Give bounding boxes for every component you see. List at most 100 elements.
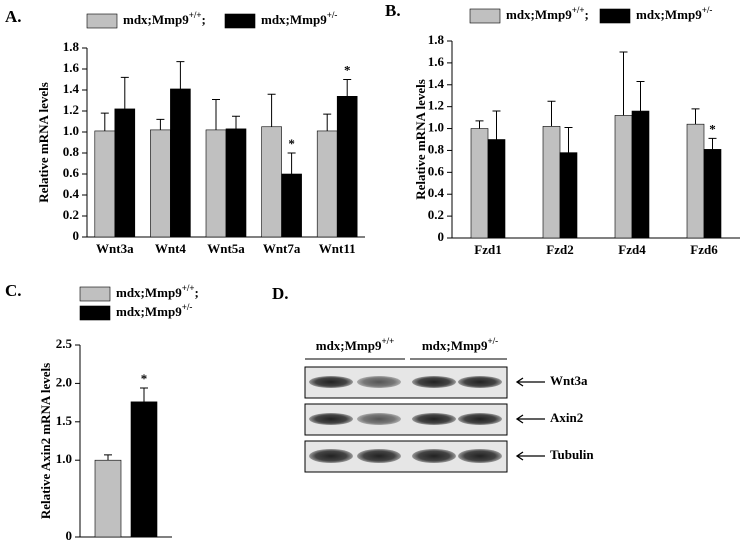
bar [281,173,302,238]
x-tick-label: Wnt4 [155,241,187,256]
arrow [515,377,545,387]
bar [225,128,247,238]
blot-band [458,376,502,388]
y-tick-label: 1.0 [428,120,444,135]
error-bar [232,115,240,129]
y-tick-label: 1.4 [63,81,80,96]
panel-label: C. [5,281,22,300]
y-tick-label: 1.5 [56,413,73,428]
x-tick-label: Fzd4 [618,242,646,257]
significance-mark: * [709,121,716,136]
legend-label: mdx;Mmp9+/+; [123,10,206,27]
y-tick-label: 0 [66,528,73,543]
y-tick-label: 0.2 [63,207,79,222]
legend-swatch [224,13,256,29]
y-tick-label: 2.5 [56,336,73,351]
x-tick-label: Wnt11 [319,241,356,256]
x-tick-label: Fzd1 [474,242,501,257]
error-bar [323,113,332,131]
y-tick-label: 1.2 [63,102,79,117]
bar [94,459,122,538]
error-bar [475,120,484,129]
y-tick-label: 1.4 [428,76,445,91]
bar [205,129,227,238]
legend-label: mdx;Mmp9+/- [261,10,337,27]
y-tick-label: 0 [73,228,80,243]
legend-label: mdx;Mmp9+/- [116,302,192,319]
bar [542,126,561,239]
legend-label: mdx;Mmp9+/+; [116,283,199,300]
bar [487,139,506,239]
y-tick-label: 1.6 [63,60,80,75]
blot-band [458,413,502,425]
y-tick-label: 0.8 [428,141,445,156]
y-tick-label: 0.2 [428,207,444,222]
arrow [515,451,545,461]
blot: D. mdx;Mmp9+/+ mdx;Mmp9+/- Wnt3a Axin2 Tub… [272,284,594,473]
bar [316,130,338,238]
error-bar [267,93,276,127]
significance-mark: * [344,62,351,77]
error-bar [708,137,717,150]
row-label: Axin2 [550,410,583,425]
group-label: mdx;Mmp9+/- [422,336,498,353]
y-axis-label: Relative mRNA levels [36,82,51,203]
error-bar [120,76,129,109]
x-tick-label: Fzd6 [690,242,718,257]
arrow [515,414,545,424]
panel-label: B. [385,1,401,20]
x-tick-label: Wnt7a [263,241,301,256]
y-tick-label: 0 [438,229,445,244]
error-bar [691,108,700,125]
error-bar [140,387,148,402]
x-tick-label: Fzd2 [546,242,573,257]
blot-band [357,413,401,425]
legend-swatch [469,8,501,24]
error-bar [547,100,556,127]
blot-band [309,449,353,463]
row-label: Tubulin [550,447,594,462]
error-bar [564,126,573,153]
significance-mark: * [288,136,295,151]
y-tick-label: 1.0 [63,123,79,138]
y-tick-label: 0.6 [428,163,445,178]
error-bar [619,51,628,116]
error-bar [104,454,112,461]
bar [150,129,171,238]
blot-band [412,449,456,463]
bar [686,123,705,239]
panel-label: A. [5,7,22,26]
error-bar [176,61,185,89]
error-bar [287,152,296,174]
y-tick-label: 1.8 [428,32,445,47]
group-label: mdx;Mmp9+/+ [316,336,394,353]
blot-band [357,376,401,388]
bar [114,108,136,238]
error-bar [212,98,220,130]
bar [631,110,650,239]
bar [261,126,282,238]
y-axis-label: Relative Axin2 mRNA levels [38,363,53,519]
y-tick-label: 1.6 [428,54,445,69]
y-tick-label: 2.0 [56,374,72,389]
blot-band [412,413,456,425]
y-tick-label: 1.8 [63,39,80,54]
blot-band [458,449,502,463]
y-tick-label: 0.6 [63,165,80,180]
bar [559,152,578,239]
legend-swatch [86,13,118,29]
bar [130,401,158,538]
y-tick-label: 1.2 [428,98,444,113]
legend-swatch [79,286,111,302]
blot-band [412,376,456,388]
x-tick-label: Wnt5a [207,241,245,256]
legend-swatch [79,305,111,321]
error-bar [492,110,501,140]
bar [336,96,358,238]
panel-label: D. [272,284,289,303]
y-tick-label: 0.4 [428,185,445,200]
y-tick-label: 0.8 [63,144,80,159]
bar [170,88,191,238]
bar [470,128,489,239]
